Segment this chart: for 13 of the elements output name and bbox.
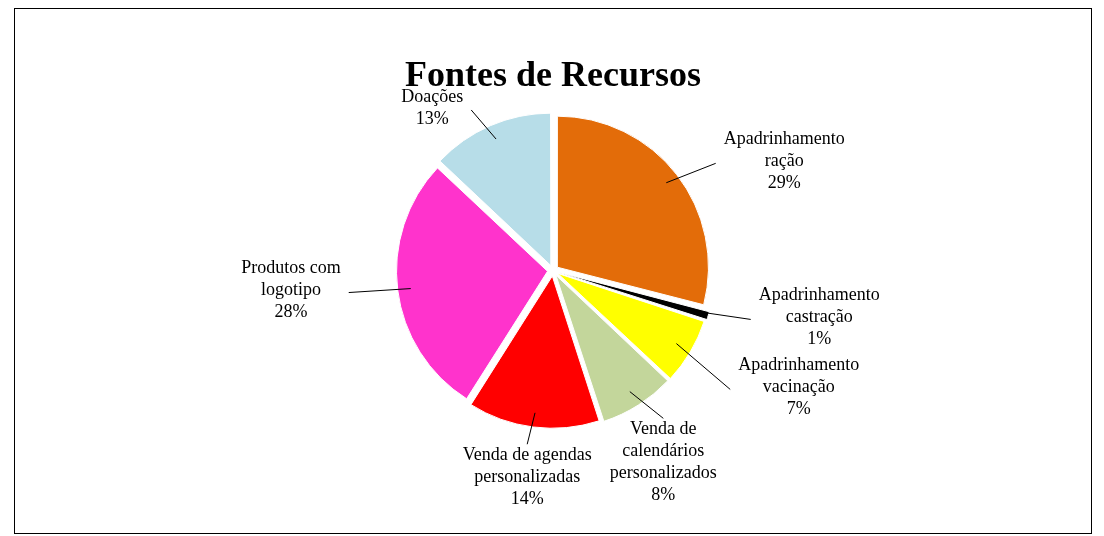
data-label: 28%	[274, 301, 308, 322]
slice-label: Produtos com logotipo	[241, 257, 341, 300]
slice-label: Venda de calendários personalizados	[609, 418, 717, 483]
data-label: 8%	[651, 484, 676, 505]
slice-label: Apadrinhamento castração	[758, 284, 880, 327]
slice-label: Apadrinhamento vacinação	[738, 354, 860, 397]
slice-label: Apadrinhamento ração	[723, 128, 845, 171]
data-label: 1%	[807, 328, 832, 349]
slice-label: Venda de agendas personalizadas	[462, 443, 592, 486]
data-label: 7%	[786, 398, 811, 419]
data-label: 14%	[510, 487, 544, 508]
data-label: 13%	[415, 107, 449, 128]
data-label: 29%	[767, 172, 801, 193]
